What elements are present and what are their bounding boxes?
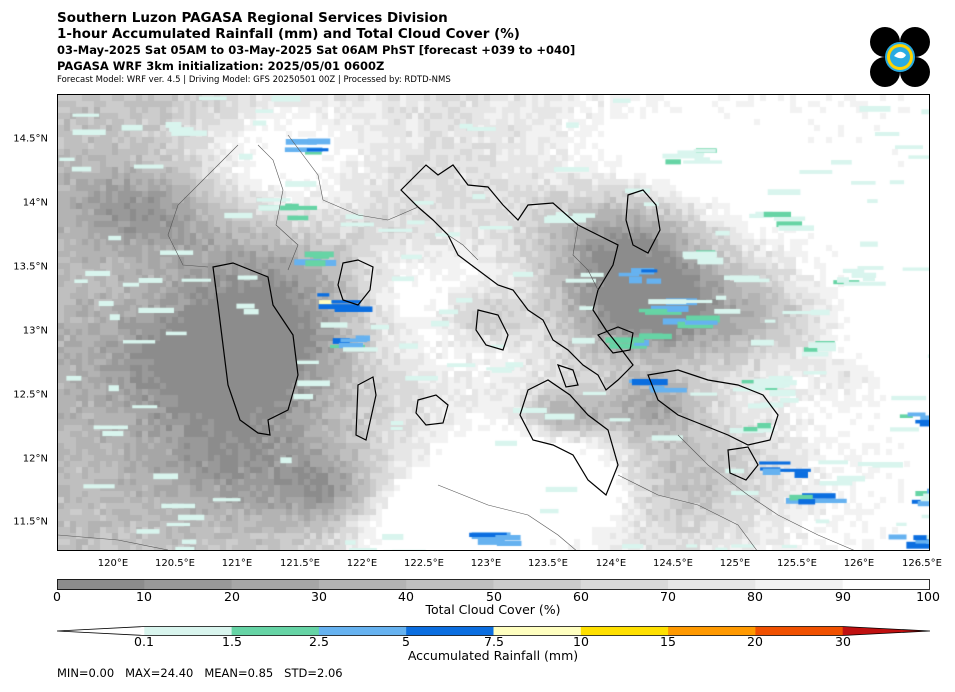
rain-colorbar-title: Accumulated Rainfall (mm) xyxy=(407,648,579,663)
rain-colorbar-segment xyxy=(406,626,494,636)
cloud-colorbar-segment xyxy=(318,579,407,590)
lat-label: 14.5°N xyxy=(13,133,48,145)
lon-label: 124°E xyxy=(595,558,627,569)
pagasa-logo-icon xyxy=(870,27,930,87)
cloud-colorbar-segment xyxy=(231,579,320,590)
lon-label: 124.5°E xyxy=(653,558,693,569)
statistics-line: MIN=0.00 MAX=24.40 MEAN=0.85 STD=2.06 xyxy=(57,666,343,680)
cloud-colorbar-border xyxy=(57,579,930,590)
rain-colorbar-segment xyxy=(493,626,582,636)
rainfall-colorbar xyxy=(57,626,930,636)
lon-label: 121.5°E xyxy=(280,558,320,569)
title-line-1: Southern Luzon PAGASA Regional Services … xyxy=(57,10,448,26)
forecast-map xyxy=(57,94,930,551)
lon-label: 125°E xyxy=(719,558,751,569)
rain-colorbar-segment xyxy=(231,626,320,636)
cloud-colorbar-segment xyxy=(406,579,494,590)
lon-label: 120°E xyxy=(97,558,129,569)
lat-label: 12.5°N xyxy=(13,389,48,401)
cloud-colorbar-title: Total Cloud Cover (%) xyxy=(425,602,561,617)
rain-colorbar-segment xyxy=(57,626,145,636)
lat-label: 13.5°N xyxy=(13,261,48,273)
rain-tick: 15 xyxy=(660,634,676,649)
cloud-colorbar-segment xyxy=(755,579,844,590)
rain-colorbar-border xyxy=(57,626,930,636)
title-line-2: 1-hour Accumulated Rainfall (mm) and Tot… xyxy=(57,26,520,42)
rain-tick: 0.1 xyxy=(134,634,154,649)
cloud-cover-colorbar xyxy=(57,579,930,590)
model-info: Forecast Model: WRF ver. 4.5 | Driving M… xyxy=(57,75,451,85)
cloud-colorbar-segment xyxy=(842,579,930,590)
initialization-info: PAGASA WRF 3km initialization: 2025/05/0… xyxy=(57,59,385,73)
lat-label: 11.5°N xyxy=(13,516,48,528)
lon-label: 121°E xyxy=(221,558,253,569)
cloud-tick: 80 xyxy=(747,589,763,604)
rain-colorbar-segment xyxy=(580,626,669,636)
cloud-colorbar-segment xyxy=(580,579,669,590)
cloud-tick: 40 xyxy=(398,589,414,604)
rain-colorbar-segment xyxy=(318,626,407,636)
lon-label: 123.5°E xyxy=(528,558,568,569)
rain-tick: 2.5 xyxy=(309,634,329,649)
rain-tick: 7.5 xyxy=(484,634,504,649)
rain-colorbar-segment xyxy=(144,626,233,636)
coastline-overlay xyxy=(58,134,855,550)
cloud-colorbar-segment xyxy=(57,579,145,590)
lon-label: 122.5°E xyxy=(404,558,444,569)
cloud-tick: 90 xyxy=(835,589,851,604)
cloud-tick: 50 xyxy=(486,589,502,604)
rain-colorbar-segment xyxy=(842,626,930,636)
lon-label: 123°E xyxy=(470,558,502,569)
cloud-tick: 20 xyxy=(224,589,240,604)
rain-tick: 30 xyxy=(835,634,851,649)
lon-label: 126°E xyxy=(843,558,875,569)
cloud-tick: 70 xyxy=(660,589,676,604)
cloud-tick: 10 xyxy=(136,589,152,604)
lat-label: 14°N xyxy=(22,197,48,209)
lon-label: 126.5°E xyxy=(902,558,942,569)
lon-label: 120.5°E xyxy=(155,558,195,569)
cloud-colorbar-segment xyxy=(493,579,582,590)
lat-label: 13°N xyxy=(22,325,48,337)
rain-tick: 1.5 xyxy=(222,634,242,649)
rain-tick: 5 xyxy=(402,634,410,649)
lat-label: 12°N xyxy=(22,453,48,465)
cloud-colorbar-segment xyxy=(144,579,233,590)
forecast-period: 03-May-2025 Sat 05AM to 03-May-2025 Sat … xyxy=(57,43,576,57)
rain-colorbar-segment xyxy=(755,626,844,636)
cloud-colorbar-segment xyxy=(668,579,756,590)
cloud-tick: 60 xyxy=(573,589,589,604)
cloud-tick: 30 xyxy=(311,589,327,604)
cloud-tick: 100 xyxy=(916,589,940,604)
lon-label: 125.5°E xyxy=(777,558,817,569)
cloud-tick: 0 xyxy=(53,589,61,604)
rain-colorbar-segment xyxy=(668,626,756,636)
rainfall-cloud-field xyxy=(58,95,929,550)
lon-label: 122°E xyxy=(346,558,378,569)
rain-tick: 20 xyxy=(747,634,763,649)
rain-tick: 10 xyxy=(573,634,589,649)
